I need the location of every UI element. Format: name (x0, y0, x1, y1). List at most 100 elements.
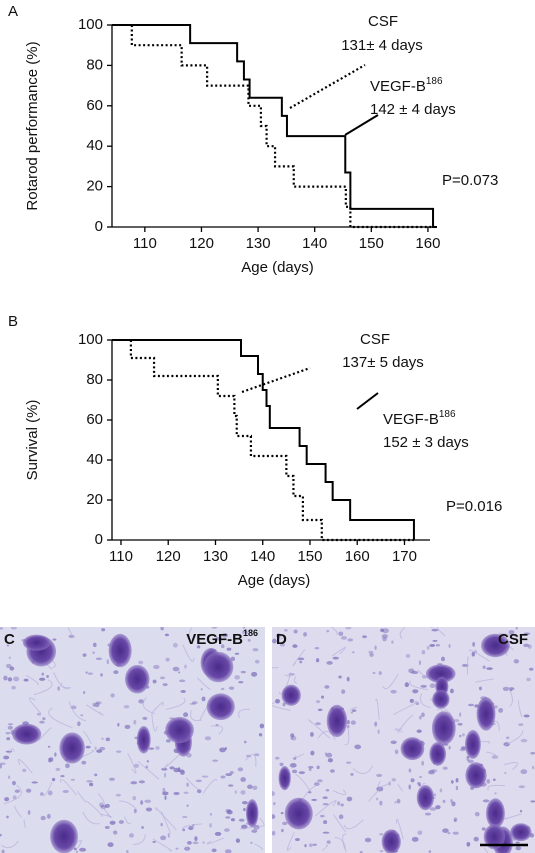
fiber (272, 666, 279, 669)
nucleus (259, 723, 265, 729)
fiber (17, 758, 33, 774)
nucleus (346, 676, 350, 682)
nucleus (345, 761, 352, 764)
nucleus (118, 820, 124, 824)
nucleus (482, 799, 490, 803)
nucleus (25, 788, 32, 793)
nucleus (243, 740, 247, 744)
nucleus (481, 827, 486, 831)
nucleus (212, 759, 219, 762)
nucleus (164, 795, 167, 801)
fiber (409, 680, 429, 691)
x-tick-label: 160 (345, 548, 370, 565)
nucleus (247, 639, 251, 642)
nucleus (7, 723, 13, 726)
nucleus (442, 766, 448, 770)
neuron (381, 829, 401, 853)
nucleus (229, 771, 234, 775)
nucleus (187, 840, 192, 845)
y-tick-label: 60 (86, 97, 103, 114)
image-label-main: VEGF-B (186, 631, 243, 648)
nucleus (474, 811, 480, 817)
nucleus (89, 782, 94, 787)
fiber (315, 800, 337, 817)
nucleus (453, 819, 457, 822)
nucleus (177, 767, 181, 773)
nucleus (42, 717, 46, 721)
nucleus (237, 767, 244, 772)
y-axis-label: Survival (%) (24, 400, 41, 481)
nucleus (191, 701, 198, 705)
fiber (483, 847, 489, 853)
nucleus (240, 777, 246, 782)
nucleus (308, 843, 313, 848)
nucleus (282, 821, 288, 826)
nucleus (227, 808, 231, 813)
nucleus (40, 815, 46, 821)
neuron (476, 696, 496, 731)
p-value: P=0.073 (442, 172, 498, 189)
nucleus (160, 822, 164, 827)
nucleus (145, 807, 153, 812)
neuron (124, 664, 150, 694)
nucleus (280, 811, 284, 815)
fiber (399, 627, 406, 639)
nucleus (506, 736, 510, 740)
fiber (137, 760, 160, 780)
fiber (206, 837, 225, 845)
nucleus (252, 648, 259, 652)
neuron (465, 762, 487, 789)
fiber (507, 686, 513, 707)
nucleus (6, 644, 10, 647)
nucleus (11, 780, 16, 786)
nucleus (453, 817, 458, 823)
fiber (480, 741, 491, 744)
nucleus (504, 771, 507, 775)
nucleus (152, 840, 156, 843)
nucleus (466, 841, 471, 847)
nucleus (486, 779, 491, 784)
fiber (68, 701, 87, 722)
p-value: P=0.016 (446, 498, 502, 515)
neuron (429, 742, 447, 766)
nucleus (4, 797, 10, 802)
nucleus (254, 659, 260, 664)
nucleus (0, 762, 6, 766)
x-tick-label: 120 (189, 235, 214, 252)
nucleus (529, 667, 534, 671)
nucleus (523, 632, 531, 635)
nucleus (109, 820, 116, 825)
nucleus (451, 801, 456, 807)
nucleus (478, 686, 482, 691)
nucleus (238, 681, 244, 684)
nucleus (467, 759, 474, 764)
nucleus (340, 636, 347, 640)
nucleus (523, 714, 530, 718)
nucleus (126, 849, 129, 853)
nucleus (272, 791, 276, 797)
fiber (286, 832, 295, 851)
fiber (377, 781, 391, 788)
nucleus (242, 627, 246, 629)
nucleus (160, 835, 167, 841)
nucleus (235, 838, 241, 843)
nucleus (390, 689, 397, 694)
nucleus (57, 686, 61, 691)
y-tick-label: 80 (86, 371, 103, 388)
nucleus (183, 791, 189, 794)
nucleus (323, 820, 328, 825)
nucleus (202, 841, 205, 844)
nucleus (273, 802, 276, 806)
nucleus (515, 841, 520, 844)
nucleus (332, 656, 339, 660)
nucleus (486, 667, 493, 671)
fiber (151, 701, 164, 714)
fiber (188, 627, 193, 645)
neuron (278, 766, 291, 791)
x-tick-label: 110 (109, 548, 133, 565)
nucleus (455, 785, 459, 791)
nucleus (352, 651, 355, 654)
nucleus (113, 830, 118, 835)
annotation: 142 ± 4 days (370, 101, 456, 118)
neuron (416, 784, 435, 811)
